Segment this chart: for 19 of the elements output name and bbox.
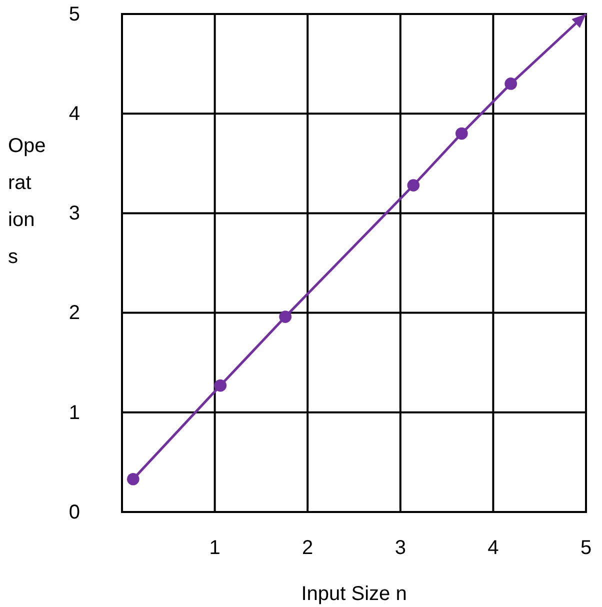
y-tick-label: 5	[68, 3, 80, 26]
y-tick-label: 0	[68, 501, 80, 524]
y-axis-title: Operations	[8, 135, 46, 268]
point	[455, 127, 468, 140]
y-tick-label: 4	[68, 103, 80, 125]
y-tick-label: 1	[68, 402, 80, 424]
x-tick-label: 3	[394, 537, 406, 560]
x-tick-label: 5	[580, 537, 592, 560]
point	[126, 472, 140, 486]
x-tick-label: 4	[488, 537, 499, 560]
x-axis-title: Input Size n	[301, 583, 407, 605]
point	[504, 78, 518, 90]
x-tick-label: 2	[302, 537, 314, 560]
y-tick-label: 2	[68, 302, 80, 324]
point	[279, 310, 292, 323]
point	[214, 379, 227, 392]
y-tick-label: 3	[68, 202, 80, 225]
x-tick-label: 1	[209, 537, 220, 560]
point	[407, 179, 420, 192]
